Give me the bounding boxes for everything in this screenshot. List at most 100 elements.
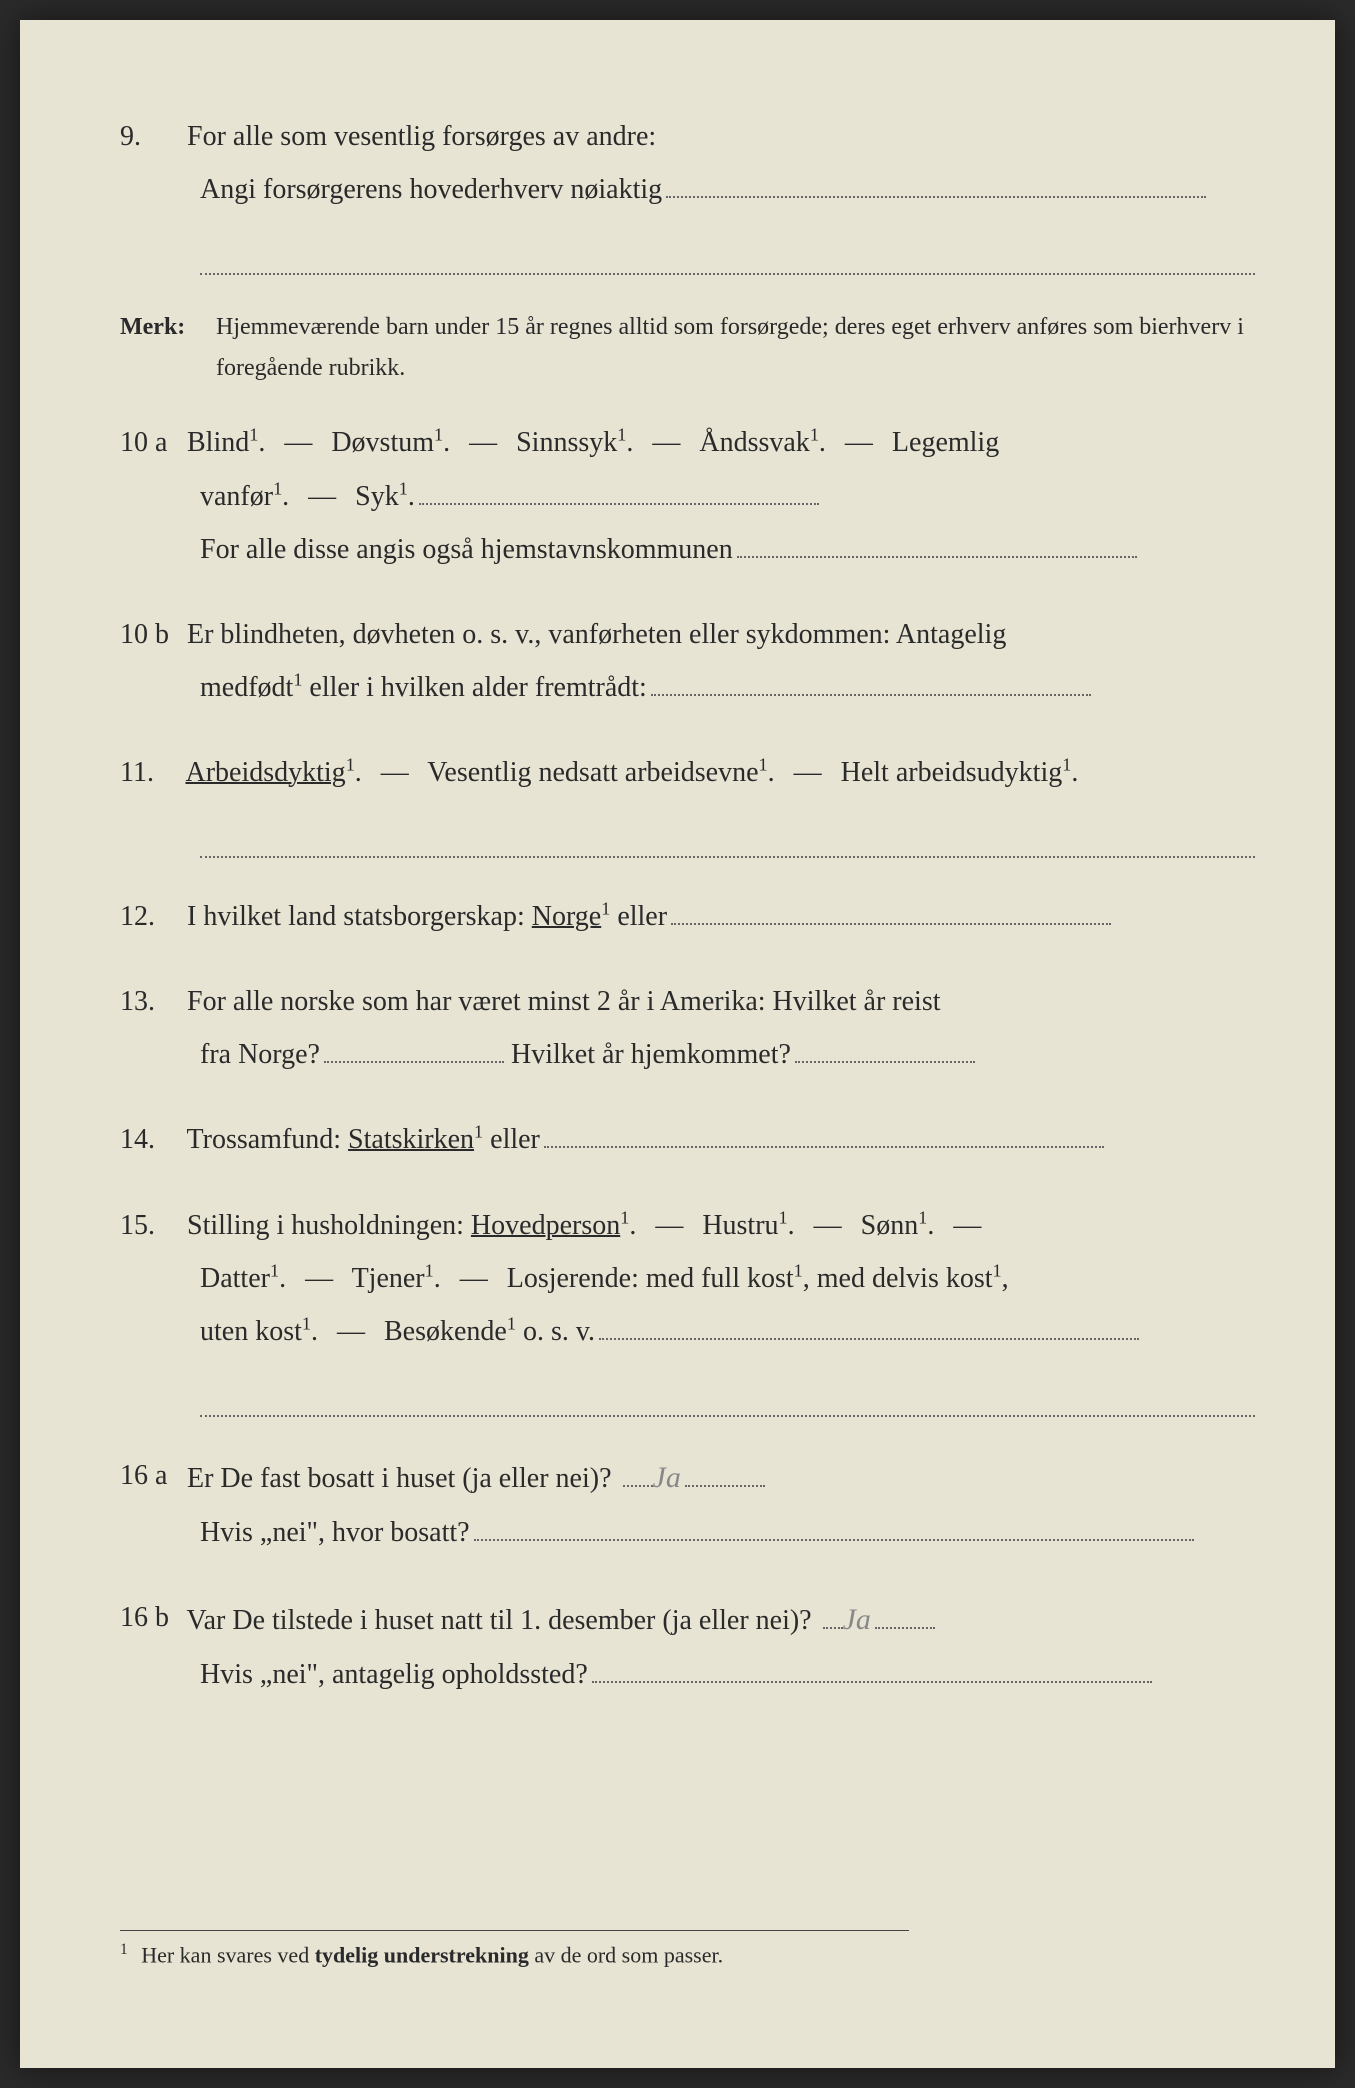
- question-9: 9. For alle som vesentlig forsørges av a…: [120, 110, 1255, 275]
- question-16b: 16 b Var De tilstede i huset natt til 1.…: [120, 1591, 1255, 1701]
- q13-line2b: Hvilket år hjemkommet?: [511, 1039, 791, 1070]
- q10a-opt2: Syk: [355, 481, 399, 512]
- q15-number: 15.: [120, 1199, 180, 1252]
- merk-note: Merk: Hjemmeværende barn under 15 år reg…: [120, 307, 1255, 389]
- blank-line: [474, 1539, 1194, 1541]
- dash: —: [337, 1316, 365, 1347]
- q15-line3a: uten kost: [200, 1316, 302, 1347]
- q10b-number: 10 b: [120, 608, 180, 661]
- blank-line: [324, 1061, 504, 1063]
- q15-line2-text2: , med delvis kost: [803, 1263, 993, 1294]
- blank-line: [200, 224, 1255, 274]
- q12-number: 12.: [120, 890, 180, 943]
- sup: 1: [794, 1260, 803, 1280]
- sup: 1: [601, 899, 610, 919]
- question-11: 11. Arbeidsdyktig1. — Vesentlig nedsatt …: [120, 746, 1255, 858]
- blank-line: [419, 503, 819, 505]
- sup: 1: [270, 1260, 279, 1280]
- q15-line2-text: Losjerende: med full kost: [507, 1263, 794, 1294]
- q14-text-a: Trossamfund:: [187, 1124, 349, 1155]
- q11-opt3: Helt arbeidsudyktig: [841, 757, 1063, 788]
- dash: —: [284, 427, 312, 458]
- q9-line1: For alle som vesentlig forsørges av andr…: [187, 121, 656, 152]
- blank-line: [823, 1627, 843, 1629]
- q11-opt1: Arbeidsdyktig: [185, 757, 345, 788]
- footnote-bold: tydelig understrekning: [315, 1942, 529, 1967]
- blank-line: [623, 1485, 653, 1487]
- blank-line: [671, 923, 1111, 925]
- sup: 1: [617, 425, 626, 445]
- question-12: 12. I hvilket land statsborgerskap: Norg…: [120, 890, 1255, 943]
- blank-line: [651, 694, 1091, 696]
- sup: 1: [474, 1122, 483, 1142]
- question-10a: 10 a Blind1. — Døvstum1. — Sinnssyk1. — …: [120, 416, 1255, 576]
- merk-text: Hjemmeværende barn under 15 år regnes al…: [216, 307, 1251, 389]
- q16a-line2: Hvis „nei", hvor bosatt?: [200, 1517, 470, 1548]
- dash: —: [305, 1263, 333, 1294]
- dash: —: [845, 427, 873, 458]
- sup: 1: [1062, 755, 1071, 775]
- footnote: 1 Her kan svares ved tydelig understrekn…: [120, 1930, 909, 1968]
- question-10b: 10 b Er blindheten, døvheten o. s. v., v…: [120, 608, 1255, 714]
- q16b-line1: Var De tilstede i huset natt til 1. dese…: [187, 1605, 812, 1636]
- sup: 1: [507, 1314, 516, 1334]
- q14-underlined: Statskirken: [348, 1124, 474, 1155]
- blank-line: [666, 196, 1206, 198]
- sup: 1: [399, 478, 408, 498]
- q16b-number: 16 b: [120, 1591, 180, 1644]
- dash: —: [460, 1263, 488, 1294]
- blank-line: [200, 1366, 1255, 1416]
- q15-opt1: Hovedperson: [471, 1210, 620, 1241]
- q10b-line2b: eller i hvilken alder fremtrådt:: [302, 672, 646, 703]
- blank-line: [737, 556, 1137, 558]
- q15-opt3: Sønn: [861, 1210, 919, 1241]
- q15-line3c: o. s. v.: [516, 1316, 595, 1347]
- q16b-answer: Ja: [843, 1603, 871, 1636]
- q16a-number: 16 a: [120, 1449, 180, 1502]
- question-16a: 16 a Er De fast bosatt i huset (ja eller…: [120, 1449, 1255, 1559]
- sup: 1: [302, 1314, 311, 1334]
- blank-line: [875, 1627, 935, 1629]
- question-13: 13. For alle norske som har været minst …: [120, 975, 1255, 1081]
- blank-line: [795, 1061, 975, 1063]
- dash: —: [953, 1210, 981, 1241]
- q15-line2-opt: Datter: [200, 1263, 270, 1294]
- sup: 1: [810, 425, 819, 445]
- dash: —: [469, 427, 497, 458]
- q13-line1: For alle norske som har været minst 2 år…: [187, 986, 941, 1017]
- question-15: 15. Stilling i husholdningen: Hovedperso…: [120, 1199, 1255, 1417]
- q14-text-b: eller: [483, 1124, 540, 1155]
- footnote-text-a: Her kan svares ved: [141, 1942, 315, 1967]
- sup: 1: [425, 1260, 434, 1280]
- sup: 1: [759, 755, 768, 775]
- q11-opt2: Vesentlig nedsatt arbeidsevne: [427, 757, 758, 788]
- dash: —: [308, 481, 336, 512]
- q16b-line2: Hvis „nei", antagelig opholdssted?: [200, 1659, 588, 1690]
- blank-line: [685, 1485, 765, 1487]
- q10a-opt2: vanfør: [200, 481, 273, 512]
- q10a-number: 10 a: [120, 416, 180, 469]
- q16a-answer: Ja: [653, 1461, 681, 1494]
- sup: 1: [620, 1207, 629, 1227]
- q16a-line1: Er De fast bosatt i huset (ja eller nei)…: [187, 1463, 612, 1494]
- q15-text-a: Stilling i husholdningen:: [187, 1210, 471, 1241]
- footnote-text-b: av de ord som passer.: [529, 1942, 723, 1967]
- question-14: 14. Trossamfund: Statskirken1 eller: [120, 1113, 1255, 1166]
- q14-number: 14.: [120, 1113, 180, 1166]
- q11-number: 11.: [120, 746, 180, 799]
- q10a-opt: Legemlig: [892, 427, 999, 458]
- q10a-opt: Døvstum: [331, 427, 434, 458]
- q13-line2a: fra Norge?: [200, 1039, 320, 1070]
- dash: —: [794, 757, 822, 788]
- merk-label: Merk:: [120, 307, 210, 348]
- dash: —: [655, 1210, 683, 1241]
- q10b-line1: Er blindheten, døvheten o. s. v., vanfør…: [187, 619, 1006, 650]
- q10a-opt: Åndssvak: [699, 427, 809, 458]
- q10b-line2a: medfødt: [200, 672, 293, 703]
- blank-line: [544, 1146, 1104, 1148]
- q12-underlined: Norge: [532, 901, 601, 932]
- sup: 1: [434, 425, 443, 445]
- sup: 1: [273, 478, 282, 498]
- q15-line2-opt: Tjener: [352, 1263, 425, 1294]
- sup: 1: [918, 1207, 927, 1227]
